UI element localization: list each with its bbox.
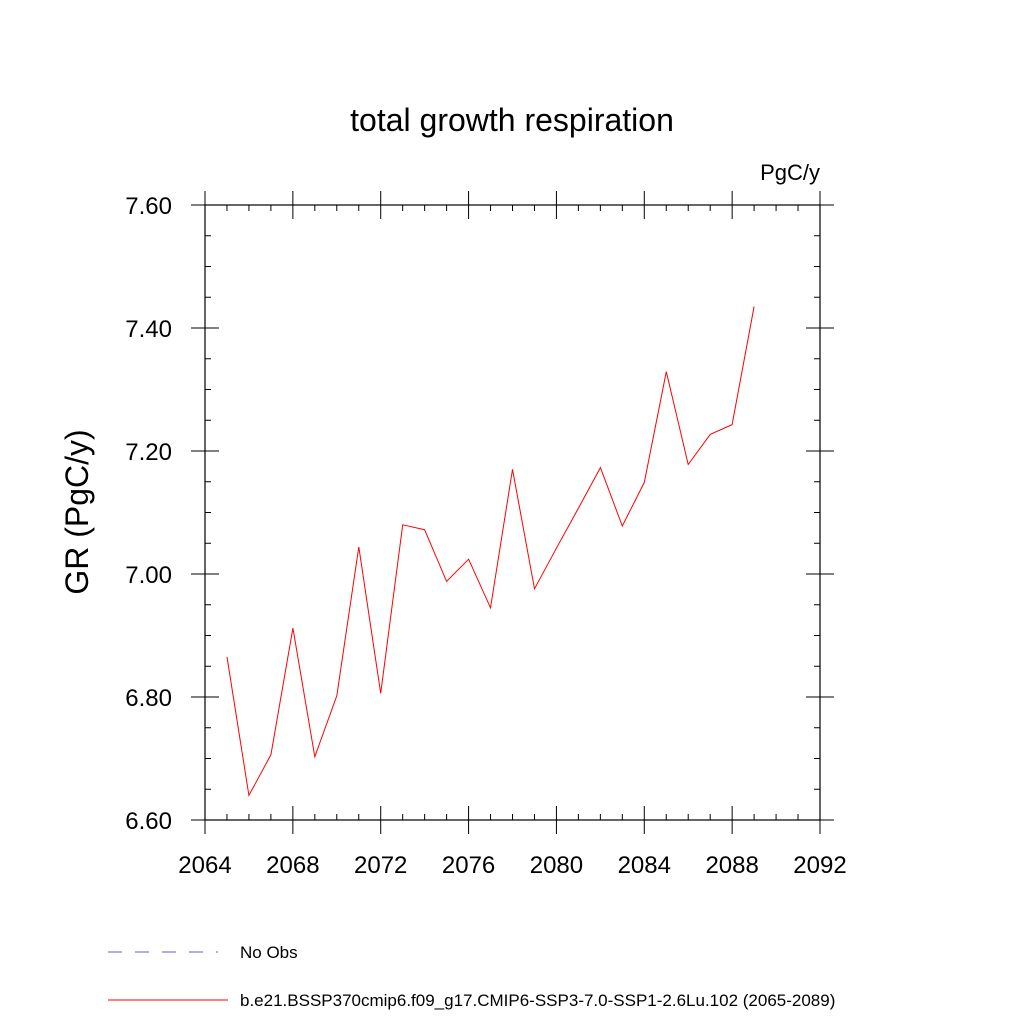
- x-tick-label: 2076: [442, 852, 495, 879]
- plot-frame: [204, 204, 821, 821]
- units-label: PgC/y: [760, 160, 820, 185]
- legend-label-no-obs: No Obs: [240, 943, 298, 962]
- series-group: [226, 306, 755, 797]
- x-tick-label: 2088: [705, 852, 758, 879]
- y-tick-label: 7.40: [125, 316, 172, 343]
- x-tick-label: 2084: [618, 852, 671, 879]
- x-axis-ticks: [204, 191, 821, 834]
- y-axis-ticks: [191, 204, 834, 821]
- x-tick-label: 2092: [793, 852, 846, 879]
- y-tick-label: 6.80: [125, 685, 172, 712]
- y-tick-label: 6.60: [125, 808, 172, 835]
- x-tick-label: 2068: [266, 852, 319, 879]
- y-tick-label: 7.00: [125, 562, 172, 589]
- y-axis-tick-labels: 6.60 6.80 7.00 7.20 7.40 7.60: [125, 193, 172, 835]
- x-tick-label: 2064: [178, 852, 231, 879]
- y-axis-label: GR (PgC/y): [59, 429, 95, 594]
- y-tick-label: 7.20: [125, 439, 172, 466]
- chart-title: total growth respiration: [350, 102, 674, 138]
- x-tick-label: 2072: [354, 852, 407, 879]
- x-tick-label: 2080: [530, 852, 583, 879]
- series-line-0: [226, 306, 755, 797]
- legend-label-model-run: b.e21.BSSP370cmip6.f09_g17.CMIP6-SSP3-7.…: [240, 991, 835, 1010]
- x-axis-tick-labels: 2064 2068 2072 2076 2080 2084 2088 2092: [178, 852, 846, 879]
- y-tick-label: 7.60: [125, 193, 172, 220]
- legend: No Obs b.e21.BSSP370cmip6.f09_g17.CMIP6-…: [108, 943, 835, 1010]
